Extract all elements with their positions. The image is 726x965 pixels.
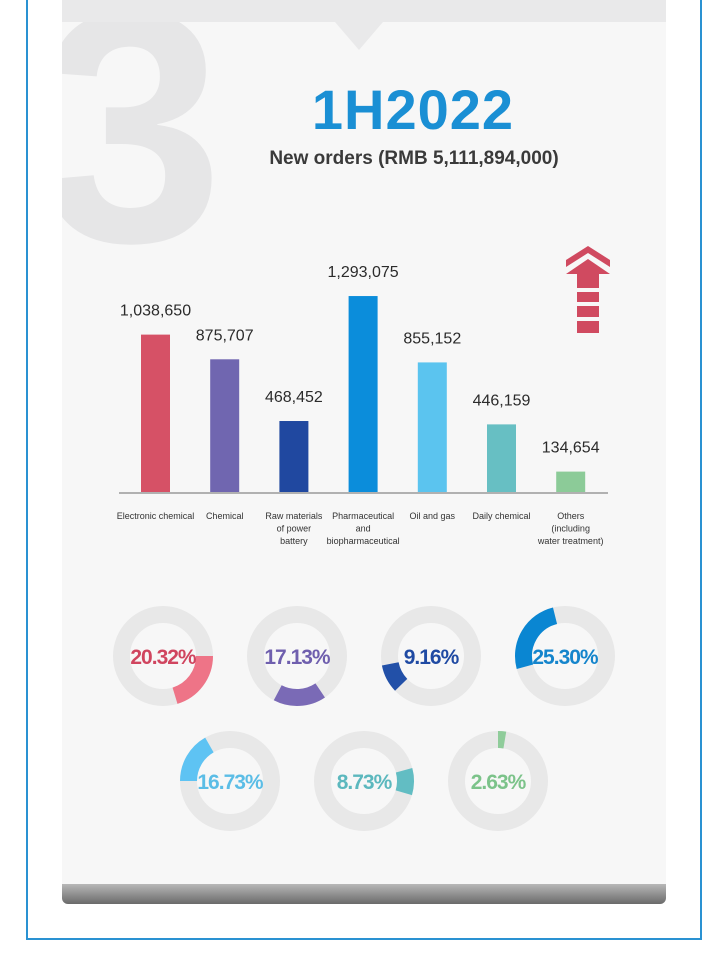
donut-slice-1 [273,683,325,706]
category-label: Others (including water treatment) [537,511,604,546]
bar-value-label: 446,159 [473,392,531,409]
top-notch [335,22,383,50]
bar-5 [487,424,516,492]
page-frame [26,0,702,940]
bar-value-label: 134,654 [542,440,600,457]
donut-slice-3 [515,607,558,669]
bar-value-label: 875,707 [196,327,254,344]
bar-value-label: 1,293,075 [328,264,399,281]
category-label: Raw materials of power battery [265,511,323,546]
up-arrow-icon [566,246,610,333]
page-title: 1H2022 [311,78,515,141]
donut-percent-label: 20.32% [130,646,197,669]
bar-value-label: 1,038,650 [120,303,191,320]
big-number-three: 3 [62,22,224,311]
bar-4 [417,362,447,492]
category-label: Oil and gas [410,511,456,521]
bar-value-label: 855,152 [403,330,461,347]
donut-slice-5 [395,768,414,796]
donut-slice-2 [381,661,408,691]
bar-0 [141,334,170,492]
top-band [62,0,666,22]
bar-3 [348,296,378,492]
donut-percent-label: 25.30% [532,646,599,669]
category-label: Pharmaceutical and biopharmaceutical [327,511,400,546]
category-label: Chemical [206,511,244,521]
bar-2 [279,421,309,492]
donut-track [381,606,481,706]
donut-slice-0 [172,655,213,704]
bar-6 [556,471,586,492]
category-label: Electronic chemical [117,511,195,521]
donut-percent-label: 9.16% [404,646,460,669]
donut-percent-label: 2.63% [471,771,527,794]
donut-slice-4 [180,737,215,782]
donut-percent-label: 16.73% [197,771,264,794]
donut-percent-label: 8.73% [337,771,393,794]
bar-1 [210,359,240,492]
bottom-bar [62,884,666,904]
subtitle: New orders (RMB 5,111,894,000) [269,148,559,169]
category-label: Daily chemical [472,511,530,521]
donut-percent-label: 17.13% [264,646,331,669]
donut-slice-6 [497,731,507,749]
bar-value-label: 468,452 [265,389,323,406]
